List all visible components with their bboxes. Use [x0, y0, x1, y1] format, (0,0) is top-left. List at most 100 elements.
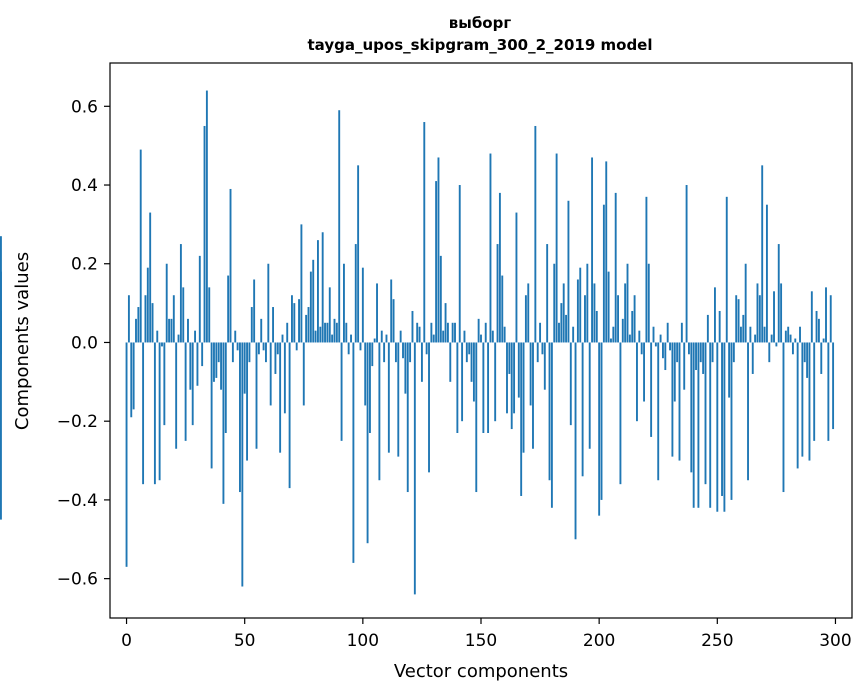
x-axis-label: Vector components: [394, 661, 568, 682]
bar: [378, 342, 381, 481]
bar: [236, 342, 239, 351]
bar: [647, 263, 650, 343]
bar: [163, 342, 166, 426]
bar: [439, 255, 442, 343]
bar: [501, 275, 504, 343]
bar: [302, 342, 305, 406]
bar: [739, 326, 742, 343]
bar: [636, 342, 638, 422]
bar: [354, 244, 357, 343]
bar: [489, 153, 492, 343]
bar: [371, 342, 374, 367]
bar: [765, 204, 768, 343]
bar: [156, 330, 159, 343]
bar: [435, 181, 438, 343]
bar: [411, 310, 414, 343]
bar: [399, 330, 402, 343]
bar: [709, 342, 712, 508]
bar: [532, 342, 534, 449]
bar: [780, 283, 783, 343]
bar: [654, 342, 657, 347]
bar: [179, 244, 182, 343]
bar: [335, 322, 338, 343]
bar: [756, 283, 759, 343]
bar: [628, 334, 631, 343]
bar: [269, 342, 272, 406]
bar: [829, 295, 832, 343]
bar: [267, 263, 270, 343]
bar: [409, 342, 412, 363]
bar: [799, 326, 801, 343]
bar: [172, 295, 175, 343]
bar: [810, 291, 813, 343]
bar: [241, 342, 244, 587]
bar: [470, 342, 473, 382]
bar: [569, 342, 572, 426]
bar: [454, 322, 456, 343]
bar: [695, 342, 697, 371]
bar: [645, 196, 648, 343]
bar: [274, 342, 277, 374]
bar: [463, 330, 466, 343]
bar: [626, 263, 629, 343]
bars-group: [0, 90, 835, 595]
x-tick-label: 250: [701, 631, 733, 651]
bar: [324, 322, 326, 343]
bar: [465, 342, 468, 363]
bar: [782, 342, 785, 493]
bar: [262, 342, 265, 351]
bar: [444, 303, 447, 343]
bar: [702, 342, 705, 374]
bar: [227, 275, 230, 343]
bar: [366, 342, 369, 544]
bar: [789, 334, 792, 343]
bar: [567, 200, 570, 343]
bar: [338, 110, 341, 343]
bar: [326, 322, 329, 343]
chart-title: выборг: [449, 14, 512, 32]
bar: [402, 342, 404, 359]
bar: [432, 334, 435, 343]
bar: [416, 322, 419, 343]
bar: [586, 263, 589, 343]
bar: [747, 342, 749, 481]
bar: [827, 342, 830, 441]
bar: [295, 342, 298, 351]
bar: [725, 196, 728, 343]
bar: [449, 342, 452, 382]
bar: [127, 295, 130, 343]
bar: [361, 267, 364, 343]
bar: [0, 342, 2, 371]
bar: [607, 271, 610, 343]
bar: [319, 326, 322, 343]
bar: [624, 283, 627, 343]
bar: [803, 342, 806, 363]
bar: [825, 287, 827, 343]
bar: [420, 342, 423, 382]
bar: [784, 330, 787, 343]
bar: [0, 338, 2, 343]
bar: [430, 322, 433, 343]
bar: [543, 342, 546, 390]
bar: [142, 342, 145, 485]
bar: [593, 283, 596, 343]
bar: [572, 326, 575, 343]
bar: [182, 287, 185, 343]
bar: [461, 342, 464, 422]
bar: [794, 338, 797, 343]
bar: [255, 342, 258, 449]
bar: [217, 342, 220, 363]
bar: [773, 291, 775, 343]
bar: [376, 283, 378, 343]
bar: [673, 342, 676, 402]
bar: [652, 326, 655, 343]
bar: [503, 326, 506, 343]
bar: [591, 157, 594, 343]
bar: [595, 310, 598, 343]
bar: [558, 322, 560, 343]
bar: [791, 342, 794, 355]
bar: [617, 295, 619, 343]
bar: [317, 240, 319, 343]
y-tick-label: 0.4: [71, 176, 98, 196]
bar: [184, 342, 187, 441]
